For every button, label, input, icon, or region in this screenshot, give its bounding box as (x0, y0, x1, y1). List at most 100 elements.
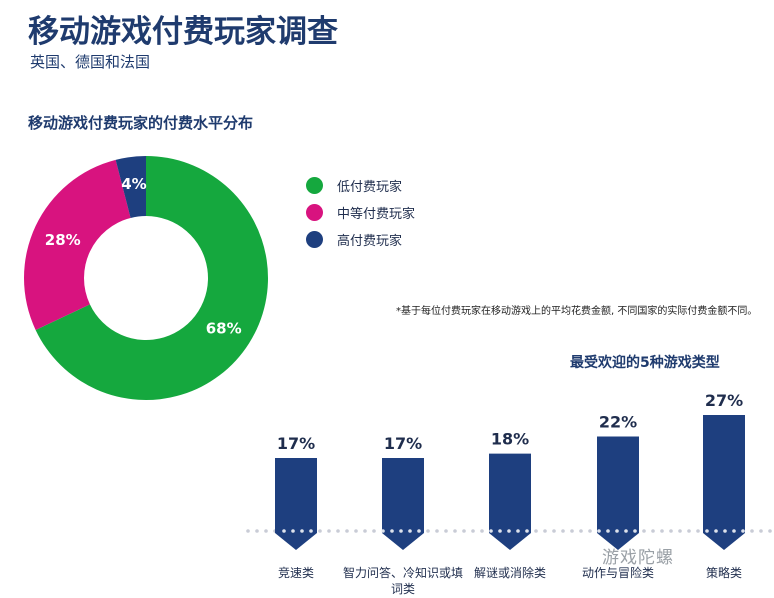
bar-3 (597, 436, 639, 550)
bar-overlay-dot (624, 529, 628, 533)
bar-overlay-dot (390, 529, 394, 533)
bar-category-label-1: 词类 (391, 582, 415, 596)
baseline-dot (561, 529, 565, 533)
baseline-dot (588, 529, 592, 533)
bar-value-label-0: 17% (277, 434, 315, 453)
donut-legend: 低付费玩家 中等付费玩家 高付费玩家 (306, 172, 415, 253)
legend-label-low: 低付费玩家 (337, 180, 403, 195)
baseline-dot (759, 529, 763, 533)
baseline-dot (741, 529, 745, 533)
baseline-dot (633, 529, 637, 533)
bar-overlay-dot (633, 529, 637, 533)
footnote: *基于每位付费玩家在移动游戏上的平均花费金额, 不同国家的实际付费金额不同。 (396, 306, 758, 317)
baseline-dot (309, 529, 313, 533)
baseline-dot (264, 529, 268, 533)
baseline-dot (696, 529, 700, 533)
baseline-dot (678, 529, 682, 533)
bar-overlay-dot (399, 529, 403, 533)
baseline-dot (615, 529, 619, 533)
legend-item-low: 低付费玩家 (306, 172, 415, 199)
baseline-dot (732, 529, 736, 533)
bar-overlay-dot (300, 529, 304, 533)
baseline-dot (246, 529, 250, 533)
bar-overlay-dot (714, 529, 718, 533)
baseline-dot (750, 529, 754, 533)
baseline-dot (606, 529, 610, 533)
legend-swatch-high (306, 231, 323, 248)
legend-label-mid: 中等付费玩家 (337, 207, 416, 222)
legend-item-mid: 中等付费玩家 (306, 199, 415, 226)
baseline-dot (255, 529, 259, 533)
bar-overlay-dot (705, 529, 709, 533)
donut-slice-0 (35, 156, 268, 400)
baseline-dot (552, 529, 556, 533)
baseline-dot (525, 529, 529, 533)
bar-chart-title: 最受欢迎的5种游戏类型 (570, 355, 720, 371)
donut-chart: 68% 28% 4% (24, 156, 268, 400)
baseline-dot (651, 529, 655, 533)
baseline-dot (534, 529, 538, 533)
baseline-dot (327, 529, 331, 533)
baseline-dot (597, 529, 601, 533)
bar-value-label-4: 27% (705, 391, 743, 410)
donut-slice-1 (24, 159, 131, 330)
baseline-dot (489, 529, 493, 533)
page-title: 移动游戏付费玩家调查 (28, 14, 338, 50)
baseline-dot (408, 529, 412, 533)
baseline-dot (768, 529, 772, 533)
baseline-dot (714, 529, 718, 533)
bar-overlay-dot (489, 529, 493, 533)
bar-overlay-dot (282, 529, 286, 533)
bar-overlay-dot (507, 529, 511, 533)
baseline-dot (390, 529, 394, 533)
baseline-dot (426, 529, 430, 533)
watermark: 游戏陀螺 (602, 548, 674, 568)
baseline-dot (444, 529, 448, 533)
bar-4 (703, 415, 745, 550)
bar-overlay-dot (498, 529, 502, 533)
baseline-dot (471, 529, 475, 533)
bar-value-label-3: 22% (599, 412, 637, 431)
baseline-dot (417, 529, 421, 533)
baseline-dot (687, 529, 691, 533)
baseline-dot (453, 529, 457, 533)
baseline-dot (435, 529, 439, 533)
baseline-dot (705, 529, 709, 533)
legend-swatch-low (306, 177, 323, 194)
bar-1 (382, 457, 424, 550)
bar-overlay-dot (723, 529, 727, 533)
bar-2 (489, 453, 531, 550)
donut-slice-2 (115, 156, 146, 218)
page-subtitle: 英国、德国和法国 (30, 53, 151, 71)
baseline-dot (579, 529, 583, 533)
baseline-dot (291, 529, 295, 533)
bar-category-label-1: 智力问答、冷知识或填 (343, 565, 463, 580)
bar-overlay-dot (615, 529, 619, 533)
bar-overlay-dot (408, 529, 412, 533)
baseline-dot (399, 529, 403, 533)
bar-0 (275, 457, 317, 550)
baseline-dot (660, 529, 664, 533)
baseline-dot (723, 529, 727, 533)
donut-slice-label-1: 28% (45, 231, 81, 249)
bar-overlay-dot (732, 529, 736, 533)
donut-slice-label-0: 68% (206, 319, 242, 337)
donut-chart-title: 移动游戏付费玩家的付费水平分布 (28, 114, 254, 132)
bar-category-label-4: 策略类 (706, 565, 742, 580)
legend-item-high: 高付费玩家 (306, 226, 415, 253)
bar-category-label-0: 竞速类 (278, 566, 314, 580)
bar-overlay-dot (516, 529, 520, 533)
baseline-dot (345, 529, 349, 533)
bar-overlay-dot (741, 529, 745, 533)
baseline-dot (381, 529, 385, 533)
baseline-dot (516, 529, 520, 533)
bar-overlay-dot (597, 529, 601, 533)
bar-overlay-dot (417, 529, 421, 533)
baseline-dot (498, 529, 502, 533)
legend-label-high: 高付费玩家 (337, 234, 403, 249)
baseline-dot (282, 529, 286, 533)
baseline-dot (363, 529, 367, 533)
donut-slice-label-2: 4% (121, 175, 146, 193)
baseline-dot (300, 529, 304, 533)
baseline-dot (318, 529, 322, 533)
